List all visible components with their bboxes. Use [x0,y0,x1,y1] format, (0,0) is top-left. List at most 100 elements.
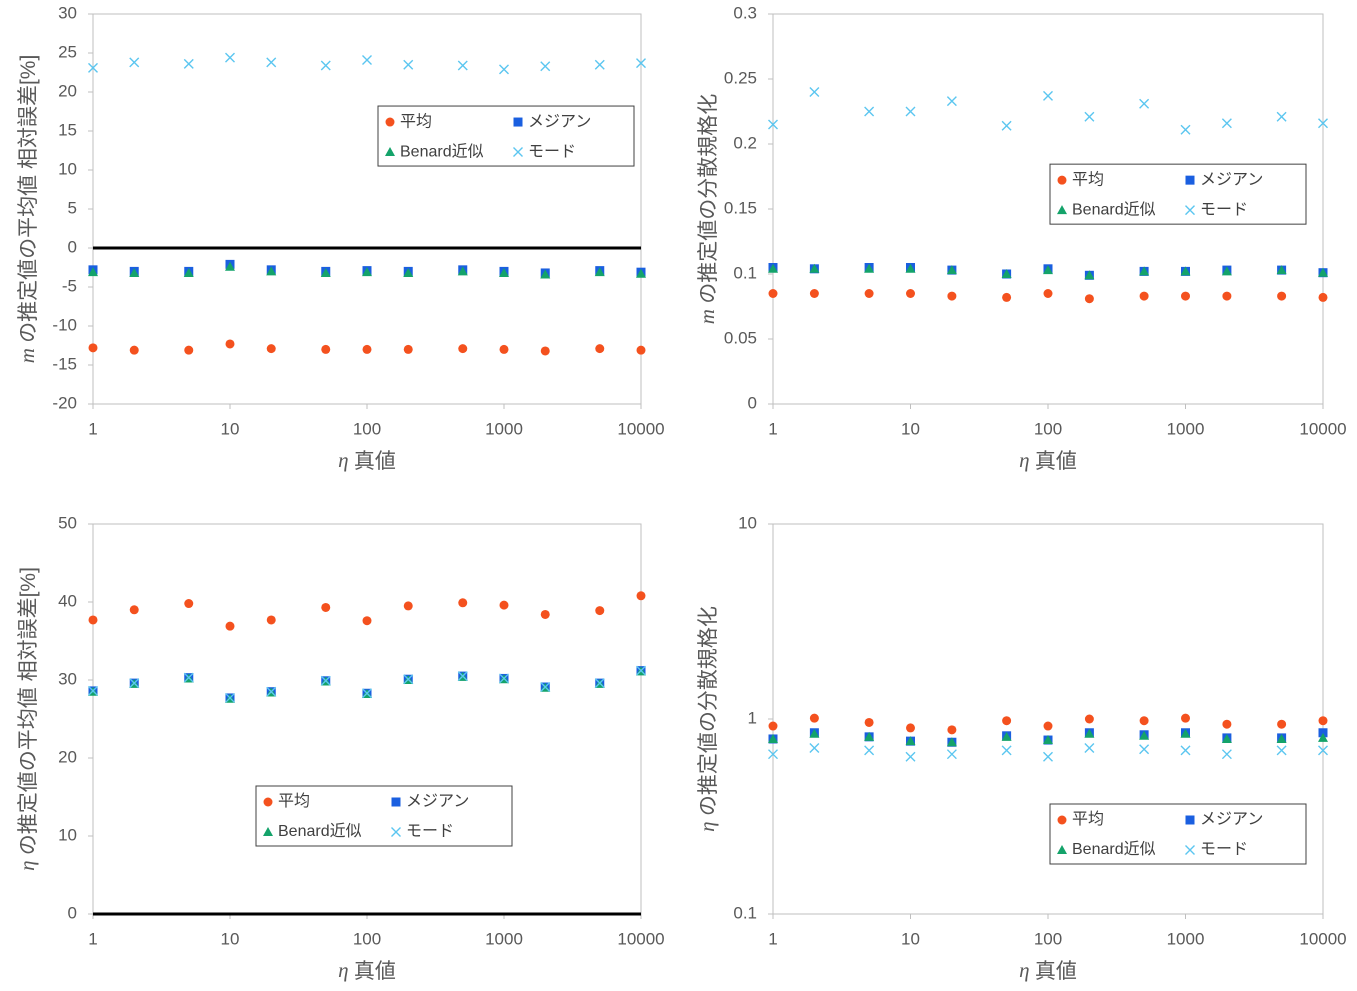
axis-label: η 真値 [1019,448,1077,473]
legend-marker [1185,845,1195,855]
point [183,672,194,683]
point [1084,743,1095,753]
point [1221,733,1232,743]
point [768,749,778,760]
y-tick-label: -15 [52,354,77,373]
point [864,745,875,756]
point [1001,120,1012,131]
series [88,591,646,631]
point [905,106,916,117]
series [768,728,1328,747]
point [183,58,194,69]
y-tick-label: 30 [58,669,77,688]
legend-marker [1057,815,1067,825]
x-tick-label: 100 [1034,419,1062,438]
point [457,60,468,71]
point [1276,745,1287,756]
point [1043,90,1053,101]
legend-marker [1057,845,1067,854]
y-tick-label: 25 [58,42,77,61]
x-tick-label: 100 [1034,929,1062,948]
legend-marker [1057,205,1067,215]
point [320,267,331,277]
point [1318,716,1328,726]
x-tick-label: 10 [901,929,920,948]
point [595,344,605,354]
legend-label: モード [1200,201,1248,218]
point [594,267,605,277]
legend-label: 平均 [278,792,310,810]
point [809,713,819,723]
point [129,345,139,355]
point [183,267,194,277]
legend-marker [1185,815,1195,825]
axis-label: η 真値 [1019,958,1077,983]
series [88,261,646,279]
legend-box [1049,163,1307,225]
point [403,59,414,70]
point [636,345,646,355]
point [809,289,819,298]
axis-label: η の推定値の平均値 相対誤差[%] [15,567,40,871]
series [768,263,1328,280]
point [320,675,331,686]
point [946,749,957,760]
legend-label: 平均 [400,112,432,130]
axis-label: m の推定値の分散規格化 [695,94,720,324]
y-tick-label: 1 [748,708,757,727]
point [1139,744,1150,755]
point [1276,265,1287,275]
point [905,736,916,746]
point [636,268,646,278]
point [1221,266,1232,276]
x-tick-label: 1000 [485,419,523,438]
point [1222,291,1232,301]
legend-label: モード [528,143,576,160]
point [499,267,509,277]
point [1001,731,1012,741]
y-tick-label: 5 [68,198,77,217]
legend-label: Benard近似 [1072,840,1156,858]
legend-label: メジアン [1200,171,1263,188]
y-tick-label: 20 [58,81,77,100]
point [499,344,509,354]
point [266,266,277,276]
point [1180,745,1191,756]
point [1181,713,1190,723]
y-tick-label: 0.2 [733,133,757,152]
point [947,725,957,735]
point [636,665,646,676]
x-tick-label: 10000 [617,929,664,948]
y-tick-label: 0.3 [733,3,757,22]
legend-label: モード [1200,841,1248,858]
point [499,64,509,75]
x-tick-label: 1000 [1167,929,1205,948]
point [1084,728,1095,738]
point [636,58,646,69]
point [1276,733,1287,743]
x-tick-label: 1 [88,929,97,948]
y-tick-label: 0.1 [733,263,757,282]
point [1180,728,1191,738]
legend-marker [391,827,401,837]
x-tick-label: 100 [353,929,381,948]
point [1139,266,1150,276]
legend-marker [385,147,395,157]
point [266,344,276,354]
x-tick-label: 10000 [1299,929,1346,948]
point [768,733,778,743]
point [540,61,551,72]
point [636,591,646,601]
point [1222,719,1232,729]
point [1318,732,1328,742]
point [594,678,605,689]
point [184,599,194,609]
point [864,289,874,298]
point [1318,118,1328,129]
series [768,713,1328,735]
point [540,609,550,619]
point [1001,745,1012,756]
point [1180,266,1191,276]
legend-marker [1185,175,1195,185]
